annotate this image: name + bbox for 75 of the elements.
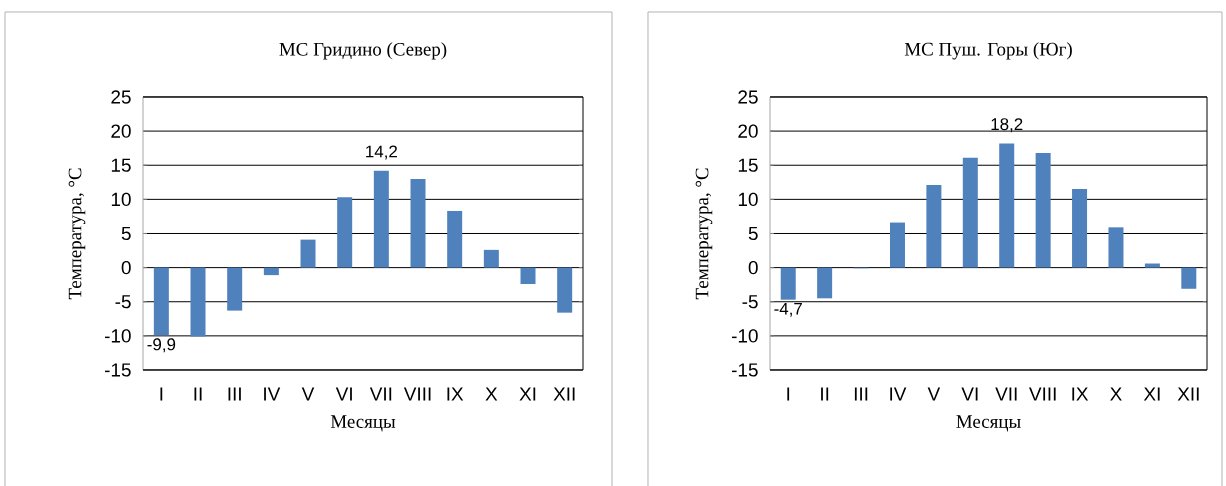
y-tick-label: 10 xyxy=(738,192,758,207)
y-tick-label: -5 xyxy=(115,295,131,309)
x-tick-label: VII xyxy=(995,387,1017,401)
x-tick-label: III xyxy=(854,387,868,401)
x-tick-label: III xyxy=(228,387,241,401)
y-tick-label: 15 xyxy=(111,158,131,172)
bar xyxy=(926,185,942,268)
x-tick-label: X xyxy=(485,387,498,401)
bar xyxy=(447,210,463,268)
chart-title: МС Гридино (Север) xyxy=(279,42,447,60)
x-tick-label: I xyxy=(160,387,163,401)
y-tick-label: 20 xyxy=(738,124,758,138)
bar xyxy=(337,197,353,268)
chart-title: МС Пуш. Горы (Юг) xyxy=(904,42,1072,60)
x-tick-label: XI xyxy=(1143,387,1160,401)
y-tick-label: 5 xyxy=(748,226,758,241)
y-tick-label: -5 xyxy=(742,295,758,309)
bar xyxy=(817,267,833,299)
bar xyxy=(1035,152,1051,268)
bar xyxy=(999,143,1015,268)
x-tick-label: II xyxy=(821,387,829,401)
y-tick-label: 25 xyxy=(111,90,131,104)
x-tick-label: XII xyxy=(553,387,575,401)
data-label: 14,2 xyxy=(366,145,397,160)
x-tick-label: II xyxy=(194,387,202,401)
y-tick-label: 10 xyxy=(111,192,131,207)
y-tick-label: 0 xyxy=(748,260,758,275)
bar xyxy=(889,222,905,268)
x-tick-label: V xyxy=(301,387,315,401)
y-tick-label: 15 xyxy=(738,158,758,172)
bar xyxy=(1072,189,1088,268)
y-tick-label: -15 xyxy=(104,363,131,377)
x-tick-label: XII xyxy=(1177,387,1199,401)
y-tick-label: 0 xyxy=(121,260,131,275)
x-tick-label: XI xyxy=(519,387,536,401)
data-label: -4,7 xyxy=(774,302,802,317)
y-tick-label: 20 xyxy=(111,124,131,138)
x-tick-label: VIII xyxy=(403,387,431,401)
y-tick-label: 5 xyxy=(121,226,131,241)
x-tick-label: X xyxy=(1110,387,1122,401)
bar xyxy=(227,267,243,311)
y-axis-title: Температура, °C xyxy=(695,168,713,300)
bar xyxy=(300,239,316,268)
x-tick-label: VIII xyxy=(1029,387,1056,401)
y-tick-label: 25 xyxy=(738,90,758,104)
bar xyxy=(1108,227,1124,268)
bar xyxy=(780,267,796,300)
bar xyxy=(1144,263,1160,268)
bar xyxy=(962,157,978,268)
x-axis-title: Месяцы xyxy=(956,415,1021,432)
x-tick-label: IV xyxy=(890,387,907,401)
x-tick-label: VI xyxy=(335,387,352,401)
x-tick-label: IX xyxy=(447,387,464,401)
bar xyxy=(1181,267,1197,289)
y-tick-label: -15 xyxy=(731,363,758,377)
x-tick-label: IX xyxy=(1072,387,1089,401)
bar xyxy=(190,267,206,337)
x-tick-label: V xyxy=(927,387,941,401)
x-tick-label: I xyxy=(787,387,790,401)
x-tick-label: VII xyxy=(369,387,392,401)
y-axis-title: Температура, °C xyxy=(68,168,86,300)
bar xyxy=(373,170,389,268)
bar xyxy=(520,267,536,284)
y-tick-label: -10 xyxy=(104,329,131,343)
bar xyxy=(483,249,499,268)
bar xyxy=(557,267,573,313)
x-tick-label: VI xyxy=(961,387,978,401)
bar xyxy=(410,178,426,268)
x-axis-title: Месяцы xyxy=(330,415,396,432)
bar xyxy=(153,267,169,336)
data-label: -9,9 xyxy=(147,338,176,353)
x-tick-label: IV xyxy=(264,387,281,401)
y-tick-label: -10 xyxy=(731,329,758,343)
data-label: 18,2 xyxy=(991,118,1023,133)
bar xyxy=(263,267,279,276)
